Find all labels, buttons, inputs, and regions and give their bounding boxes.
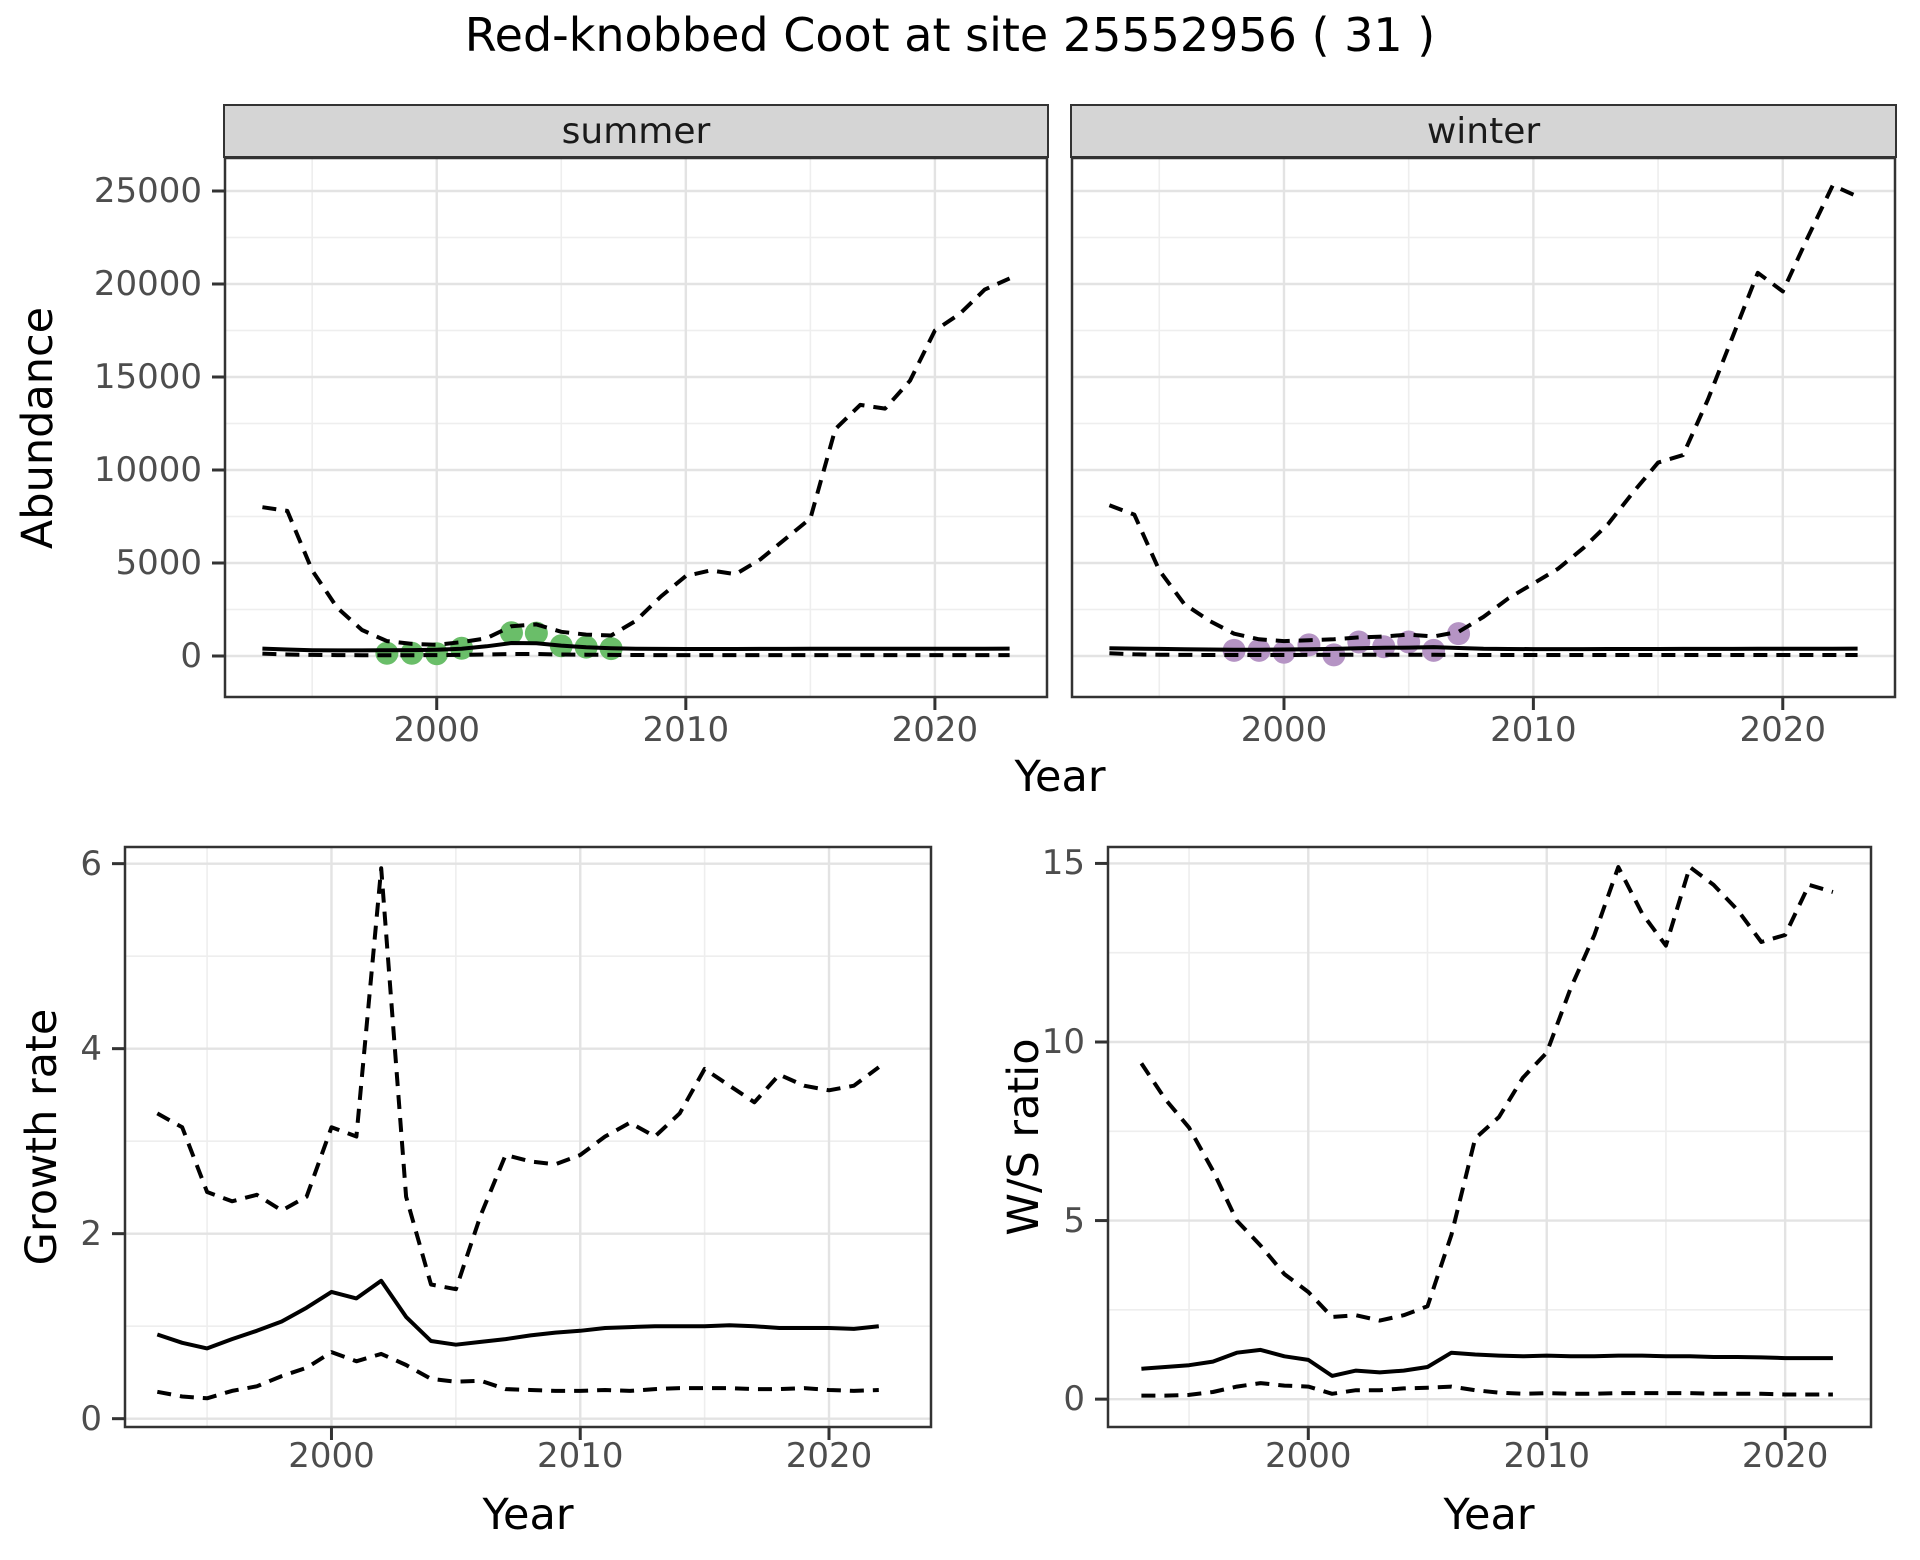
x-tick-label: 2000	[1265, 1436, 1352, 1476]
data-point-winter	[1422, 638, 1446, 662]
y-tick-label: 2	[80, 1213, 102, 1254]
series-upper_ci	[262, 276, 1011, 647]
y-tick-label: 10000	[93, 450, 202, 490]
series-median	[1141, 1347, 1833, 1378]
x-tick-label: 2010	[536, 1436, 624, 1476]
growth-x-axis-title: Year	[482, 1490, 574, 1540]
series-upper_ci	[1108, 183, 1859, 644]
y-tick-label: 15	[1041, 843, 1085, 884]
series-upper_ci	[156, 866, 880, 1292]
y-tick-label: 5000	[115, 543, 202, 583]
x-tick-label: 2020	[785, 1436, 873, 1476]
y-tick-label: 0	[80, 1398, 102, 1439]
series-lower_ci	[156, 1350, 879, 1401]
ws-ratio-x-axis-title: Year	[1443, 1490, 1535, 1540]
series-median	[156, 1278, 880, 1351]
series-median	[1109, 645, 1858, 652]
y-tick-label: 5	[1063, 1200, 1085, 1241]
x-tick-label: 2020	[1739, 710, 1827, 750]
data-point-winter	[1272, 640, 1296, 664]
abundance-x-axis-title: Year	[1014, 752, 1106, 802]
series-upper_ci	[1139, 865, 1834, 1323]
facet-strip-winter: winter	[1070, 104, 1897, 158]
facet-strip-summer: summer	[223, 104, 1049, 158]
x-tick-label: 2010	[1490, 710, 1577, 750]
x-tick-label: 2020	[1741, 1436, 1829, 1476]
series-lower_ci	[1109, 651, 1858, 657]
x-tick-label: 2000	[393, 710, 480, 750]
series-median	[262, 641, 1010, 653]
x-tick-label: 2000	[288, 1436, 375, 1476]
y-tick-label: 15000	[93, 357, 202, 397]
series-lower_ci	[1141, 1381, 1833, 1398]
facet-strip-summer-label: summer	[561, 110, 711, 152]
plot-title: Red-knobbed Coot at site 25552956 ( 31 )	[464, 8, 1436, 62]
y-tick-label: 10	[1041, 1022, 1085, 1062]
y-tick-label: 20000	[93, 263, 202, 304]
series-lower_ci	[262, 651, 1010, 658]
x-tick-label: 2010	[642, 710, 730, 750]
x-tick-label: 2000	[1240, 710, 1328, 750]
y-tick-label: 25000	[93, 170, 202, 211]
facet-strip-winter-label: winter	[1426, 110, 1541, 152]
x-tick-label: 2020	[891, 710, 979, 750]
y-tick-label: 6	[80, 843, 102, 884]
y-tick-label: 0	[1063, 1379, 1085, 1420]
y-tick-label: 4	[80, 1028, 102, 1069]
abundance-y-axis-title: Abundance	[13, 306, 63, 550]
x-tick-label: 2010	[1503, 1436, 1590, 1476]
y-tick-label: 0	[180, 636, 202, 676]
